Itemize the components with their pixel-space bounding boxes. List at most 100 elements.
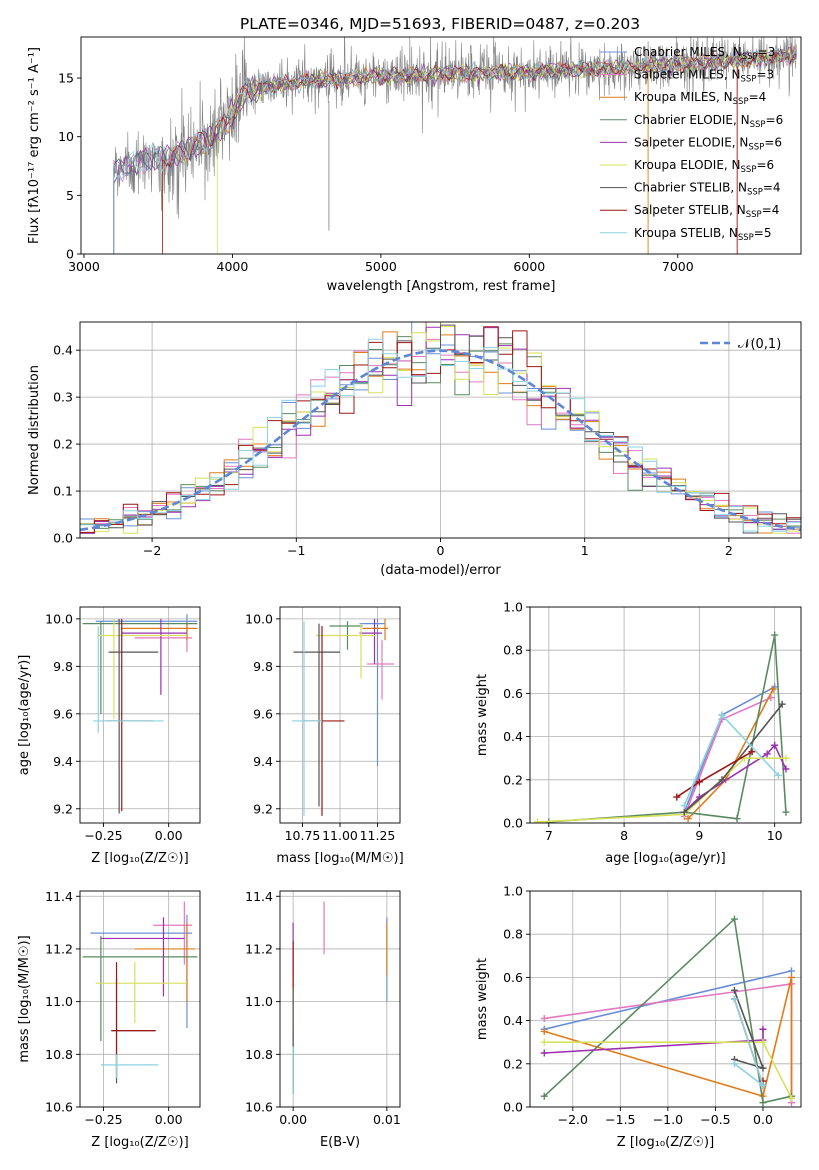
x-tick-label: 5000 bbox=[365, 259, 397, 274]
weight-series-line bbox=[544, 977, 793, 1098]
plot-area bbox=[80, 607, 200, 823]
x-tick-label: 0.00 bbox=[279, 1112, 307, 1127]
x-axis-label: age [log₁₀(age/yr)] bbox=[605, 851, 726, 866]
y-tick-label: 0.2 bbox=[503, 1056, 523, 1071]
weight-point-marker bbox=[730, 986, 738, 994]
x-tick-label: −0.5 bbox=[700, 1112, 730, 1127]
x-tick-label: 0.00 bbox=[155, 1112, 183, 1127]
y-tick-label: 0.0 bbox=[53, 531, 73, 546]
x-tick-label: −1 bbox=[287, 543, 305, 558]
y-tick-label: 9.8 bbox=[253, 659, 273, 674]
weight-point-marker bbox=[534, 818, 542, 823]
gaussian-legend-label: 𝒩(0,1) bbox=[738, 337, 781, 352]
y-tick-label: 11.4 bbox=[45, 889, 73, 904]
x-tick-label: 9 bbox=[695, 828, 703, 843]
x-tick-label: −0.25 bbox=[84, 828, 122, 843]
x-tick-label: −2.0 bbox=[558, 1112, 588, 1127]
weight-point-marker bbox=[787, 973, 795, 981]
legend-entry-subscript: SSP bbox=[750, 120, 766, 130]
x-tick-label: 7000 bbox=[662, 259, 694, 274]
x-tick-label: 3000 bbox=[68, 259, 100, 274]
legend-entry-label: Kroupa STELIB, NSSP=5 bbox=[634, 226, 772, 243]
model-spectrum-line bbox=[113, 51, 797, 254]
plot-area bbox=[80, 891, 200, 1107]
x-tick-label: 0.00 bbox=[155, 828, 183, 843]
y-tick-label: 10.0 bbox=[245, 611, 273, 626]
weight-point-marker bbox=[540, 1092, 548, 1100]
weight-point-marker bbox=[684, 815, 692, 823]
y-tick-label: 0.3 bbox=[53, 390, 73, 405]
weight-point-marker bbox=[782, 765, 790, 773]
model-spectrum-line bbox=[217, 46, 797, 254]
y-tick-label: 0.4 bbox=[503, 1013, 523, 1028]
legend-entry-count: =4 bbox=[763, 181, 781, 195]
y-tick-label: 15 bbox=[58, 71, 74, 86]
y-tick-label: 10 bbox=[58, 129, 74, 144]
plot-area bbox=[530, 891, 801, 1107]
x-axis-label: Z [log₁₀(Z/Z☉)] bbox=[91, 1135, 188, 1150]
y-tick-label: 9.6 bbox=[53, 706, 73, 721]
weight-point-marker bbox=[718, 711, 726, 719]
x-tick-label: −0.25 bbox=[84, 1112, 122, 1127]
weight-point-marker bbox=[771, 631, 779, 639]
weight-point-marker bbox=[769, 685, 777, 693]
legend-entry-count: =6 bbox=[764, 135, 782, 149]
figure-title: PLATE=0346, MJD=51693, FIBERID=0487, z=0… bbox=[240, 15, 640, 33]
y-tick-label: 10.0 bbox=[45, 611, 73, 626]
legend-entry-label: Salpeter MILES, NSSP=3 bbox=[634, 68, 774, 85]
axes-frame bbox=[79, 606, 201, 824]
weight-point-marker bbox=[540, 1014, 548, 1022]
weight-vs-metallicity-panel: −2.0 −1.5 −1.0 −0.5 0.0 0.0 0.2 0.4 0.6 0.8 1.0 Z [… bbox=[475, 884, 802, 1150]
weight-point-marker bbox=[540, 1027, 548, 1035]
x-tick-label: 7 bbox=[545, 828, 553, 843]
y-tick-label: 0.8 bbox=[503, 643, 523, 658]
y-tick-label: 9.8 bbox=[53, 659, 73, 674]
legend-entry-subscript: SSP bbox=[747, 188, 763, 198]
weight-series-line bbox=[544, 970, 792, 1030]
mass-vs-extinction-panel: 0.00 0.01 10.6 10.8 11.0 11.2 11.4 E(B-V) bbox=[245, 889, 401, 1150]
y-tick-label: 10.8 bbox=[45, 1047, 73, 1062]
y-tick-label: 11.4 bbox=[245, 889, 273, 904]
y-axis-label: mass weight bbox=[475, 958, 490, 1040]
weight-point-marker bbox=[787, 1094, 795, 1102]
x-axis-label: Z [log₁₀(Z/Z☉)] bbox=[617, 1135, 714, 1150]
y-tick-label: 10.6 bbox=[245, 1100, 273, 1115]
weight-point-marker bbox=[759, 1038, 767, 1046]
x-axis-label: E(B-V) bbox=[320, 1135, 360, 1150]
y-tick-label: 11.0 bbox=[45, 994, 73, 1009]
x-tick-label: 2 bbox=[725, 543, 733, 558]
legend-entry-subscript: SSP bbox=[741, 75, 757, 85]
x-axis-label: wavelength [Angstrom, rest frame] bbox=[327, 279, 556, 294]
weight-point-marker bbox=[673, 793, 681, 801]
weight-point-marker bbox=[680, 802, 688, 810]
legend-entry-count: =6 bbox=[766, 113, 784, 127]
weight-point-marker bbox=[730, 995, 738, 1003]
y-tick-label: 11.2 bbox=[45, 941, 73, 956]
x-tick-label: −1.5 bbox=[605, 1112, 635, 1127]
x-tick-label: 11.25 bbox=[360, 828, 396, 843]
y-tick-label: 9.4 bbox=[53, 754, 73, 769]
histogram-series-line bbox=[80, 324, 801, 534]
y-tick-label: 11.0 bbox=[245, 994, 273, 1009]
plot-area bbox=[280, 607, 400, 823]
y-tick-label: 0.4 bbox=[503, 729, 523, 744]
y-tick-label: 9.4 bbox=[253, 754, 273, 769]
weight-point-marker bbox=[695, 778, 703, 786]
x-tick-label: 8 bbox=[620, 828, 628, 843]
legend-entry-label: Chabrier STELIB, NSSP=4 bbox=[634, 181, 781, 198]
weight-point-marker bbox=[778, 700, 786, 708]
histogram-series-line bbox=[80, 338, 801, 532]
x-axis-label: Z [log₁₀(Z/Z☉)] bbox=[91, 851, 188, 866]
y-tick-label: 0.6 bbox=[503, 970, 523, 985]
plot-area bbox=[280, 891, 400, 1107]
y-tick-label: 11.2 bbox=[245, 941, 273, 956]
weight-point-marker bbox=[759, 1025, 767, 1033]
legend-entry-label: Kroupa ELODIE, NSSP=6 bbox=[634, 158, 774, 175]
age-vs-metallicity-panel: −0.25 0.00 9.2 9.4 9.6 9.8 10.0 Z [log₁₀(Z/Z☉)]… bbox=[17, 606, 201, 866]
weight-vs-age-panel: 7 8 9 10 0.0 0.2 0.4 0.6 0.8 1.0 age [log₁₀(age/yr… bbox=[475, 600, 802, 866]
weight-point-marker bbox=[771, 741, 779, 749]
x-tick-label: 1 bbox=[581, 543, 589, 558]
y-tick-label: 9.2 bbox=[253, 801, 273, 816]
